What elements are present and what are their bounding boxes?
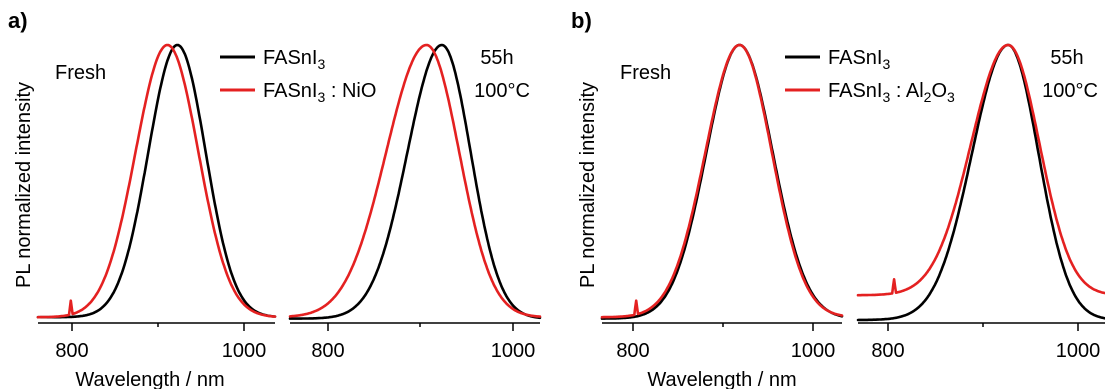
panel-a-sub2-tick-label-800: 800 — [311, 340, 344, 362]
panel-b-sub1-tick-label-1000: 1000 — [791, 340, 836, 362]
panel-b-sub1-annotation: Fresh — [620, 62, 671, 84]
panel-a-sub1-tick-label-800: 800 — [55, 340, 88, 362]
panel-a-legend-label-2: FASnI3 : NiO — [263, 80, 376, 105]
panel-b-subplot-1: 800 1000 Fresh — [600, 43, 844, 362]
panel-a-legend: FASnI3 FASnI3 : NiO — [220, 47, 376, 105]
panel-a-sub2-annotation-time: 55h — [480, 47, 513, 69]
panel-b-sub2-annotation-temp: 100°C — [1042, 80, 1098, 102]
panel-a-sub1-annotation: Fresh — [55, 62, 106, 84]
panel-a-sub1-tick-label-1000: 1000 — [222, 340, 267, 362]
panel-a-sub1-series-fasni3 — [36, 43, 277, 319]
panel-a-sub2-tick-label-1000: 1000 — [491, 340, 536, 362]
panel-a-subplot-2: 800 1000 55h 100°C — [288, 43, 542, 362]
panel-b-sub1-series-fasni3-al2o3 — [600, 43, 844, 319]
panel-b-sub2-tick-label-1000: 1000 — [1056, 340, 1101, 362]
panel-b-letter: b) — [571, 8, 592, 33]
panel-b-sub2-tick-label-800: 800 — [871, 340, 904, 362]
panel-a-x-axis-label: Wavelength / nm — [75, 369, 224, 389]
panel-a-sub1-series-fasni3-nio — [36, 43, 277, 319]
panel-a-sub2-series-fasni3-nio — [288, 43, 542, 318]
panel-a-y-axis-label: PL normalized intensity — [13, 82, 35, 288]
panel-b-x-axis-label: Wavelength / nm — [647, 369, 796, 389]
panel-b-sub2-series-fasni3 — [856, 43, 1105, 322]
panel-b-legend: FASnI3 FASnI3 : Al2O3 — [785, 47, 955, 105]
panel-b-sub1-tick-label-800: 800 — [616, 340, 649, 362]
panel-a-sub2-series-fasni3 — [288, 43, 542, 320]
panel-b-legend-label-2: FASnI3 : Al2O3 — [828, 80, 955, 105]
panel-a-subplot-1: 800 1000 Fresh — [36, 43, 277, 362]
panel-a-legend-label-1: FASnI3 — [263, 47, 325, 72]
panel-a-sub2-annotation-temp: 100°C — [474, 80, 530, 102]
panel-b-legend-label-1: FASnI3 — [828, 47, 890, 72]
panel-a-letter: a) — [8, 8, 28, 33]
panel-b-sub2-annotation-time: 55h — [1050, 47, 1083, 69]
panel-b-subplot-2: 800 1000 55h 100°C — [856, 43, 1105, 362]
panel-b-y-axis-label: PL normalized intensity — [577, 82, 599, 288]
panel-a: a) PL normalized intensity Wavelength / … — [8, 8, 542, 389]
panel-b: b) PL normalized intensity Wavelength / … — [571, 8, 1105, 389]
panel-b-sub1-series-fasni3 — [600, 43, 844, 320]
panel-b-sub2-series-fasni3-al2o3 — [856, 43, 1105, 297]
